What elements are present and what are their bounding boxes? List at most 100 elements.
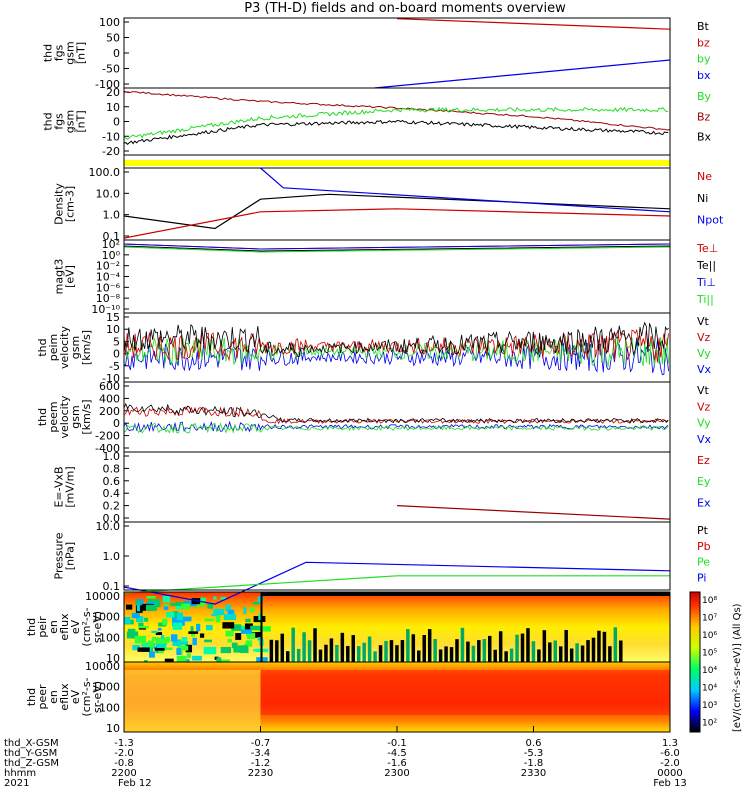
trace-By: [123, 106, 669, 140]
peir-cell: [162, 596, 171, 603]
colorbar-tick: 10⁸: [702, 596, 717, 606]
ylabel-line: sr-eV): [91, 611, 104, 643]
legend-Ne: Ne: [697, 170, 712, 183]
peir-cell: [190, 626, 194, 632]
panel-frame: [123, 381, 671, 453]
trace-Pe: [123, 575, 670, 594]
ylabel-line: (cm²-s-: [80, 677, 93, 716]
ylabel-line: fgs: [53, 113, 66, 130]
peir-low-cell: [291, 627, 295, 662]
peir-cell: [149, 651, 155, 658]
trace-Bx: [123, 119, 669, 145]
peir-cell: [172, 622, 183, 630]
panel-ylabel: E=-VxB[mV/m]: [53, 466, 77, 507]
peir-low-cell: [558, 646, 563, 662]
peir-low-cell: [378, 645, 383, 662]
legend-Vz: Vz: [697, 400, 711, 413]
ylabel-line: gsm: [64, 41, 77, 64]
peir-low-cell: [269, 639, 274, 662]
xaxis-value: 1.3: [662, 738, 678, 749]
peir-cell: [225, 604, 232, 612]
ylabel-line: velocity: [58, 395, 71, 438]
legend-Ey: Ey: [697, 475, 711, 488]
peir-low-cell: [411, 634, 416, 662]
ylabel-line: [nT]: [75, 110, 88, 132]
ytick-label: 10: [106, 101, 120, 114]
peir-cell: [176, 612, 184, 621]
trace-peem-Vy: [123, 422, 669, 434]
peir-cell: [155, 632, 163, 636]
ylabel-line: gsm: [69, 405, 82, 428]
peir-cell: [222, 622, 235, 629]
peir-cell: [184, 659, 190, 664]
peir-cell: [249, 607, 255, 613]
xaxis-value: -2.0: [660, 758, 680, 769]
peir-cell: [176, 655, 187, 663]
ytick-label: 10000: [85, 590, 120, 603]
colorbar-tick: 10⁴: [702, 666, 717, 676]
peir-cell: [244, 623, 253, 630]
trace-Bz: [123, 90, 671, 131]
ylabel-line: Density: [53, 183, 66, 225]
panel-frame: [123, 17, 671, 89]
ytick-label: 10⁻⁶: [96, 281, 121, 294]
peir-cell: [181, 637, 188, 642]
legend-Vt: Vt: [697, 315, 710, 328]
ylabel-line: [eV]: [64, 265, 77, 288]
panel-frame: [123, 239, 671, 314]
peir-cell: [138, 627, 147, 630]
peir-low-cell: [351, 635, 355, 662]
peir-cell: [245, 640, 253, 647]
peir-cell: [215, 614, 221, 623]
peir-cell: [151, 630, 158, 633]
ytick-label: -10: [102, 130, 120, 143]
ytick-label: 0.8: [103, 462, 121, 475]
peir-low-cell: [613, 627, 618, 662]
peir-cell: [186, 653, 191, 659]
legend-Ti⊥: Ti⊥: [696, 276, 716, 289]
peir-cell: [250, 625, 262, 631]
trace-peem-Vt: [123, 402, 669, 424]
peir-cell: [220, 659, 230, 664]
peir-cell: [240, 629, 252, 634]
peir-low-cell: [356, 646, 361, 662]
ytick-label: 10: [106, 722, 120, 735]
ytick-label: 10.0: [96, 520, 121, 533]
ylabel-line: sr-eV): [91, 681, 104, 713]
xaxis-value: 2300: [384, 768, 409, 779]
trace-peem-Vz: [123, 406, 669, 425]
peir-low-cell: [564, 629, 568, 662]
legend-By: By: [697, 90, 712, 103]
peir-cell: [170, 602, 181, 606]
legend-by: by: [697, 53, 711, 66]
ylabel-line: E=-VxB: [53, 466, 66, 507]
ylabel-line: peem: [47, 401, 60, 432]
ytick-label: 0.1: [103, 230, 121, 243]
legend-Pe: Pe: [697, 556, 710, 569]
legend-Ni: Ni: [697, 192, 708, 205]
peir-low-cell: [362, 642, 366, 662]
peir-low-cell: [389, 640, 394, 662]
xaxis-value: -0.1: [387, 738, 407, 749]
peir-low-cell: [455, 639, 459, 662]
peir-cell: [124, 616, 131, 624]
peir-low-cell: [597, 630, 601, 662]
peir-cell: [157, 627, 162, 631]
peir-cell: [188, 631, 199, 634]
ylabel-line: [nT]: [75, 42, 88, 64]
peir-low-cell: [318, 649, 323, 662]
peir-cell: [204, 618, 214, 622]
xaxis-date-end: Feb 13: [653, 778, 687, 789]
xaxis-value: -5.3: [524, 748, 544, 759]
peir-low-cell: [542, 630, 547, 662]
peir-cell: [146, 596, 156, 599]
ytick-label: 50: [106, 32, 120, 45]
peir-low-cell: [586, 640, 590, 662]
peir-cell: [126, 631, 139, 639]
ylabel-line: (cm²-s-: [80, 607, 93, 646]
xaxis-value: 0000: [657, 768, 682, 779]
ylabel-line: en: [47, 620, 60, 634]
peir-cell: [127, 628, 136, 635]
